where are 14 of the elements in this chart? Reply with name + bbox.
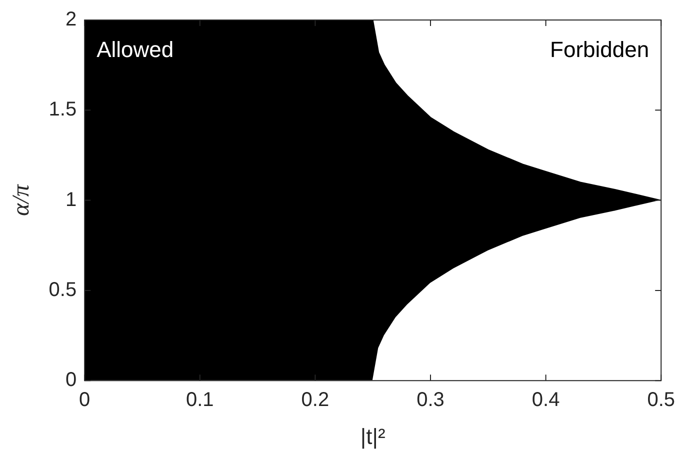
x-tick-label: 0.5 (647, 389, 676, 412)
y-tick-label: 0 (65, 369, 77, 392)
y-tick-label: 1 (65, 188, 77, 211)
x-tick-label: 0.3 (416, 389, 444, 412)
y-tick-label: 1.5 (48, 98, 77, 121)
annotation: Allowed (96, 37, 174, 62)
annotation: Forbidden (550, 37, 650, 62)
x-tick-label: 0.2 (301, 389, 330, 412)
x-axis-title: |t|² (360, 424, 386, 449)
y-tick-label: 2 (65, 8, 77, 31)
y-tick-label: 0.5 (48, 278, 77, 301)
x-tick-label: 0.1 (186, 389, 214, 412)
y-axis-title: α/π (8, 184, 35, 216)
x-tick-label: 0.4 (532, 389, 560, 412)
